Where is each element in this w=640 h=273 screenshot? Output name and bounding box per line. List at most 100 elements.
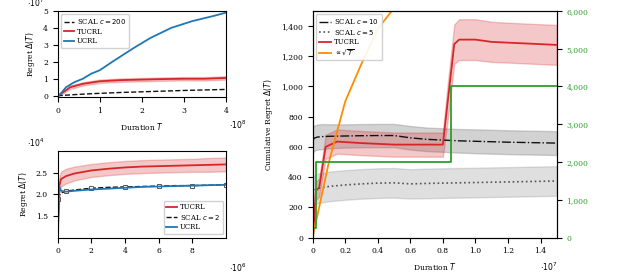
SCAL $c = 10$ [455, 139, 463, 143]
SCAL $c = 2$ [222, 183, 230, 186]
TUCRL [316, 186, 323, 189]
SCAL $c = 200$ [138, 90, 146, 93]
$\propto \sqrt{T}$ [374, 27, 381, 31]
SCAL $c = 5$ [472, 181, 479, 184]
SCAL $c = 10$ [472, 140, 479, 143]
SCAL $c = 200$ [180, 89, 188, 92]
TUCRL [159, 78, 166, 81]
SCAL $c = 2$ [205, 183, 213, 187]
UCRL [58, 91, 66, 94]
SCAL $c = 200$ [96, 92, 104, 95]
UCRL [54, 94, 61, 97]
Y-axis label: Regret $\Delta(T)$: Regret $\Delta(T)$ [24, 31, 37, 77]
SCAL $c = 10$ [310, 136, 318, 140]
TUCRL [121, 166, 129, 169]
Text: $\cdot 10^8$: $\cdot 10^8$ [229, 118, 246, 130]
UCRL [88, 188, 95, 191]
UCRL [70, 81, 78, 84]
TUCRL [54, 236, 61, 239]
TUCRL [56, 184, 63, 187]
UCRL [104, 187, 112, 190]
TUCRL [188, 164, 196, 167]
SCAL $c = 200$ [222, 88, 230, 91]
Line: SCAL $c = 200$: SCAL $c = 200$ [58, 90, 226, 96]
UCRL [172, 185, 179, 188]
Text: $\cdot 10^7$: $\cdot 10^7$ [28, 0, 45, 9]
Text: $\cdot 10^7$: $\cdot 10^7$ [540, 260, 557, 272]
TUCRL [333, 140, 341, 143]
SCAL $c = 2$ [172, 184, 179, 187]
TUCRL [439, 143, 447, 146]
SCAL $c = 200$ [54, 94, 61, 97]
TUCRL [222, 76, 230, 79]
$\propto \sqrt{T}$ [310, 227, 318, 230]
TUCRL [205, 163, 213, 167]
TUCRL [444, 100, 452, 103]
SCAL $c = 5$ [374, 182, 381, 185]
UCRL [155, 185, 163, 188]
Line: SCAL $c = 10$: SCAL $c = 10$ [312, 136, 557, 143]
TUCRL [310, 228, 317, 232]
Text: $\cdot 10^6$: $\cdot 10^6$ [229, 262, 246, 273]
UCRL [62, 190, 70, 193]
SCAL $c = 5$ [553, 179, 561, 183]
$\propto \sqrt{T}$ [314, 213, 321, 216]
UCRL [57, 189, 65, 192]
SCAL $c = 5$ [310, 188, 318, 192]
SCAL $c = 5$ [504, 180, 512, 183]
SCAL $c = 5$ [537, 180, 545, 183]
SCAL $c = 5$ [439, 182, 447, 185]
Y-axis label: Regret $\Delta(T)$: Regret $\Delta(T)$ [17, 171, 30, 217]
TUCRL [310, 216, 318, 219]
SCAL $c = 200$ [159, 90, 166, 93]
SCAL $c = 5$ [390, 181, 398, 185]
UCRL [138, 185, 146, 189]
UCRL [62, 86, 70, 89]
TUCRL [322, 145, 330, 149]
SCAL $c = 10$ [488, 140, 495, 143]
TUCRL [308, 236, 316, 239]
TUCRL [57, 177, 65, 181]
TUCRL [451, 43, 458, 46]
SCAL $c = 10$ [537, 141, 545, 144]
SCAL $c = 5$ [455, 181, 463, 185]
SCAL $c = 5$ [520, 180, 528, 183]
SCAL $c = 5$ [423, 182, 431, 185]
SCAL $c = 5$ [406, 182, 414, 186]
TUCRL [70, 172, 78, 175]
Line: TUCRL: TUCRL [58, 164, 226, 238]
UCRL [188, 19, 196, 23]
SCAL $c = 5$ [325, 185, 333, 188]
SCAL $c = 10$ [319, 135, 326, 138]
TUCRL [67, 86, 74, 89]
TUCRL [312, 189, 320, 192]
SCAL $c = 2$ [104, 186, 112, 189]
SCAL $c = 5$ [314, 187, 321, 190]
Line: SCAL $c = 5$: SCAL $c = 5$ [312, 181, 557, 194]
TUCRL [180, 77, 188, 80]
UCRL [88, 72, 95, 75]
Line: UCRL: UCRL [58, 13, 226, 96]
TUCRL [201, 77, 209, 80]
SCAL $c = 10$ [374, 134, 381, 137]
SCAL $c = 10$ [520, 141, 528, 144]
SCAL $c = 200$ [201, 88, 209, 91]
UCRL [109, 60, 116, 63]
TUCRL [58, 91, 66, 95]
UCRL [209, 14, 217, 18]
TUCRL [155, 165, 163, 168]
$\propto \sqrt{T}$ [341, 100, 349, 103]
UCRL [222, 183, 230, 186]
UCRL [222, 11, 230, 14]
UCRL [56, 185, 63, 188]
SCAL $c = 10$ [504, 141, 512, 144]
SCAL $c = 5$ [308, 192, 316, 195]
SCAL $c = 10$ [423, 138, 431, 141]
$\propto \sqrt{T}$ [308, 236, 316, 239]
TUCRL [104, 167, 112, 170]
SCAL $c = 10$ [314, 135, 321, 139]
SCAL $c = 10$ [308, 139, 316, 143]
SCAL $c = 2$ [155, 185, 163, 188]
SCAL $c = 2$ [70, 188, 78, 192]
SCAL $c = 5$ [341, 183, 349, 186]
